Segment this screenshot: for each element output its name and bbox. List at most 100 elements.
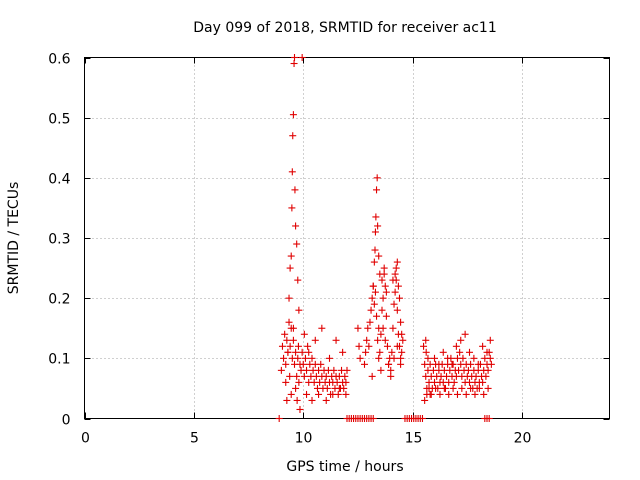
data-point — [382, 312, 390, 320]
data-point — [332, 336, 340, 344]
data-point — [287, 390, 295, 398]
data-point — [385, 360, 393, 368]
data-point — [370, 300, 378, 308]
y-tick-label: 0 — [62, 413, 71, 429]
data-point — [475, 384, 483, 392]
data-point — [485, 415, 493, 422]
data-point — [298, 54, 306, 61]
data-point — [381, 336, 389, 344]
data-point — [457, 336, 465, 344]
data-point — [298, 348, 306, 356]
data-point — [373, 312, 381, 320]
data-point — [364, 324, 372, 332]
y-tick-label: 0.2 — [48, 292, 70, 308]
data-point — [362, 348, 370, 356]
data-point — [378, 306, 386, 314]
data-point — [399, 336, 407, 344]
y-tick-label: 0.5 — [48, 112, 70, 128]
data-point — [479, 342, 487, 350]
data-point — [397, 360, 405, 368]
data-point — [398, 348, 406, 356]
data-point — [363, 336, 371, 344]
data-point — [378, 276, 386, 284]
data-point — [387, 366, 395, 374]
grid-layer — [84, 57, 610, 419]
data-point — [361, 360, 368, 368]
data-point — [317, 360, 325, 368]
data-point — [371, 288, 379, 296]
data-point — [355, 342, 363, 350]
data-point — [421, 396, 429, 404]
data-point — [479, 378, 487, 386]
data-point — [282, 360, 290, 368]
data-point — [277, 366, 285, 374]
data-point — [308, 396, 316, 404]
data-point — [372, 213, 380, 221]
data-point — [450, 378, 458, 386]
x-axis-label: GPS time / hours — [286, 459, 403, 475]
data-point — [484, 366, 492, 374]
data-point — [286, 372, 294, 380]
data-point — [284, 348, 292, 356]
data-point — [288, 204, 296, 212]
data-point — [391, 288, 399, 296]
data-point — [390, 354, 398, 362]
data-point — [341, 372, 349, 380]
data-point — [376, 270, 384, 278]
data-point — [323, 384, 331, 392]
data-point — [280, 354, 288, 362]
data-point — [445, 390, 453, 398]
data-point — [304, 342, 312, 350]
data-point — [289, 324, 297, 332]
data-point — [339, 348, 347, 356]
y-tick-label: 0.1 — [48, 352, 70, 368]
data-point — [365, 342, 373, 350]
data-point — [381, 282, 389, 290]
data-point — [285, 318, 293, 326]
data-point — [330, 366, 338, 374]
data-point — [435, 360, 443, 368]
data-point — [329, 390, 337, 398]
data-point — [467, 360, 475, 368]
data-point — [356, 354, 364, 362]
data-point — [293, 396, 301, 404]
data-point — [326, 354, 333, 362]
data-point — [322, 396, 330, 404]
data-point — [453, 390, 461, 398]
data-point — [449, 384, 457, 392]
data-point — [393, 258, 401, 266]
data-point — [393, 306, 401, 314]
data-point — [354, 324, 362, 332]
data-point — [295, 306, 303, 314]
x-tick-label: 10 — [295, 431, 313, 447]
data-point — [371, 246, 379, 254]
data-point — [456, 348, 464, 356]
data-point — [458, 384, 466, 392]
x-tick-label: 5 — [190, 431, 199, 447]
data-point — [484, 384, 492, 392]
x-tick-label: 20 — [514, 431, 532, 447]
data-point — [398, 330, 406, 338]
x-tick-label: 15 — [405, 431, 423, 447]
data-point — [368, 372, 376, 380]
data-point — [397, 318, 405, 326]
data-point — [283, 336, 291, 344]
data-point — [383, 342, 391, 350]
data-point — [389, 276, 397, 284]
data-point — [308, 354, 316, 362]
data-point — [432, 384, 440, 392]
data-point — [293, 240, 301, 248]
data-point — [285, 294, 293, 302]
data-point — [278, 342, 286, 350]
data-point — [370, 258, 378, 266]
data-point — [393, 342, 401, 350]
data-point — [375, 354, 383, 362]
data-point — [300, 372, 308, 380]
data-point — [374, 222, 382, 230]
x-tick-label: 0 — [81, 431, 90, 447]
data-point — [467, 384, 475, 392]
chart-title: Day 099 of 2018, SRMTID for receiver ac1… — [193, 20, 497, 36]
data-point — [373, 186, 381, 194]
data-point — [389, 324, 397, 332]
